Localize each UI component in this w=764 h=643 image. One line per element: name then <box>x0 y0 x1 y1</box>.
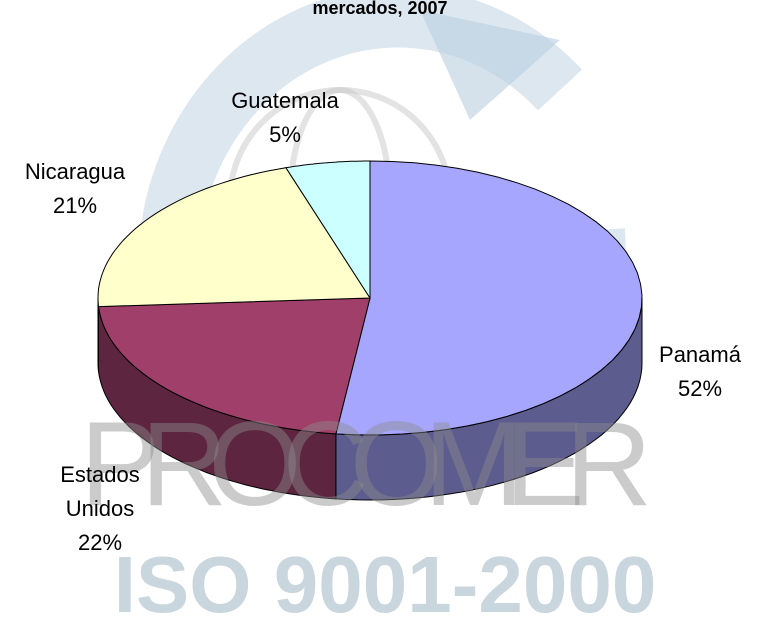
pie-slice <box>97 297 371 435</box>
chart-title: mercados, 2007 <box>312 0 447 18</box>
category-label: Panamá <box>659 342 741 367</box>
pie-slice <box>335 160 643 436</box>
watermark-text: ISO 9001-2000 <box>114 540 657 629</box>
data-label: Panamá 52% <box>620 338 764 406</box>
pie-slice <box>285 160 371 300</box>
category-label: Estados Unidos <box>60 462 140 521</box>
data-label: Nicaragua 21% <box>0 155 155 223</box>
value-label: 5% <box>269 122 301 147</box>
pie-slice <box>97 167 371 308</box>
value-label: 21% <box>52 193 98 218</box>
value-label: 22% <box>77 530 123 555</box>
value-label: 52% <box>677 376 723 401</box>
category-label: Nicaragua <box>24 159 126 184</box>
pie <box>97 160 643 501</box>
category-label: Guatemala <box>231 88 339 113</box>
data-label: Guatemala 5% <box>205 84 365 152</box>
watermark-text: PROCOMER <box>80 397 680 531</box>
data-label: Estados Unidos 22% <box>45 458 155 560</box>
